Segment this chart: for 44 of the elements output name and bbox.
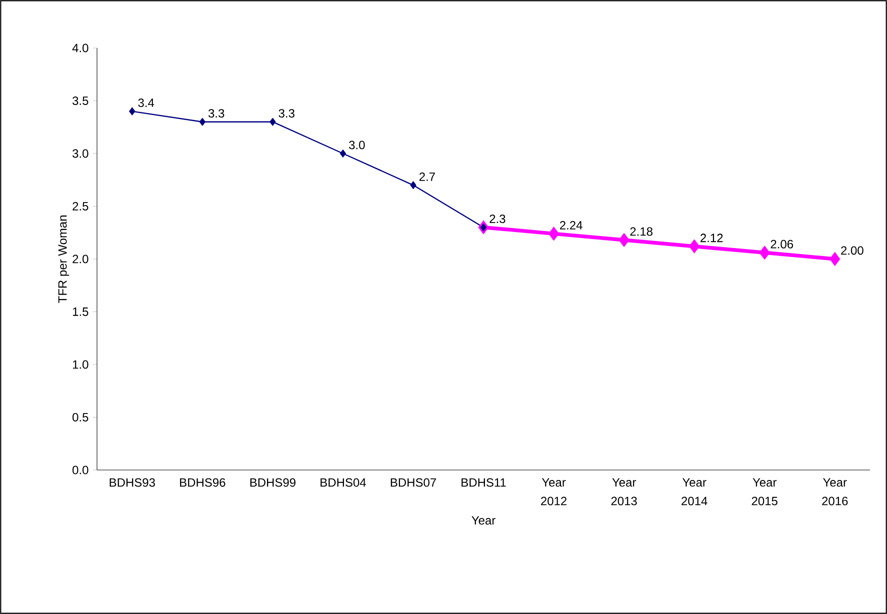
y-axis-title: TFR per Woman xyxy=(58,216,70,303)
y-tick-label: 2.5 xyxy=(72,202,88,211)
y-tick-label: 3.5 xyxy=(72,96,88,106)
y-tick-label: 1.0 xyxy=(72,360,88,369)
point xyxy=(689,239,700,254)
point xyxy=(270,118,276,126)
x-axis-title: Year xyxy=(472,516,496,525)
data-label: 2.18 xyxy=(630,227,652,236)
x-tick-label: BDHS07 xyxy=(390,478,436,487)
data-label: 2.06 xyxy=(770,240,794,248)
x-tick-label: BDHS11 xyxy=(462,478,506,487)
point xyxy=(340,149,346,158)
data-label: 3.0 xyxy=(349,140,365,150)
x-tick-label: BDHS99 xyxy=(250,478,296,487)
x-tick-label: Year 2016 xyxy=(822,478,848,506)
data-label: 3.4 xyxy=(138,98,154,108)
x-tick-label: BDHS93 xyxy=(110,478,155,487)
data-label: 2.7 xyxy=(419,172,435,181)
y-tick-label: 2.0 xyxy=(72,254,88,264)
point xyxy=(410,181,416,190)
y-tick-label: 4.0 xyxy=(72,44,88,52)
y-tick-label: 0.0 xyxy=(72,466,88,474)
point xyxy=(129,107,136,116)
x-tick-label: Year 2015 xyxy=(752,478,778,506)
point xyxy=(480,223,487,232)
x-tick-label: BDHS96 xyxy=(180,478,226,487)
x-tick-label: Year 2012 xyxy=(541,478,567,506)
point xyxy=(830,252,840,266)
y-tick-label: 0.5 xyxy=(72,412,88,422)
y-tick-label: 1.5 xyxy=(72,308,88,316)
data-label: 2.24 xyxy=(560,221,582,230)
data-label: 2.12 xyxy=(700,234,723,242)
y-tick-label: 3.0 xyxy=(72,149,88,158)
point xyxy=(199,118,206,126)
x-tick-label: BDHS04 xyxy=(320,478,366,487)
x-tick-label: Year 2014 xyxy=(682,478,708,506)
data-label: 3.3 xyxy=(278,109,294,118)
point xyxy=(548,226,560,241)
x-tick-label: Year 2013 xyxy=(611,478,637,506)
data-label: 3.3 xyxy=(208,109,224,118)
data-label: 2.3 xyxy=(490,214,506,224)
point xyxy=(618,233,630,247)
point xyxy=(759,246,770,260)
data-label: 2.00 xyxy=(841,246,864,255)
